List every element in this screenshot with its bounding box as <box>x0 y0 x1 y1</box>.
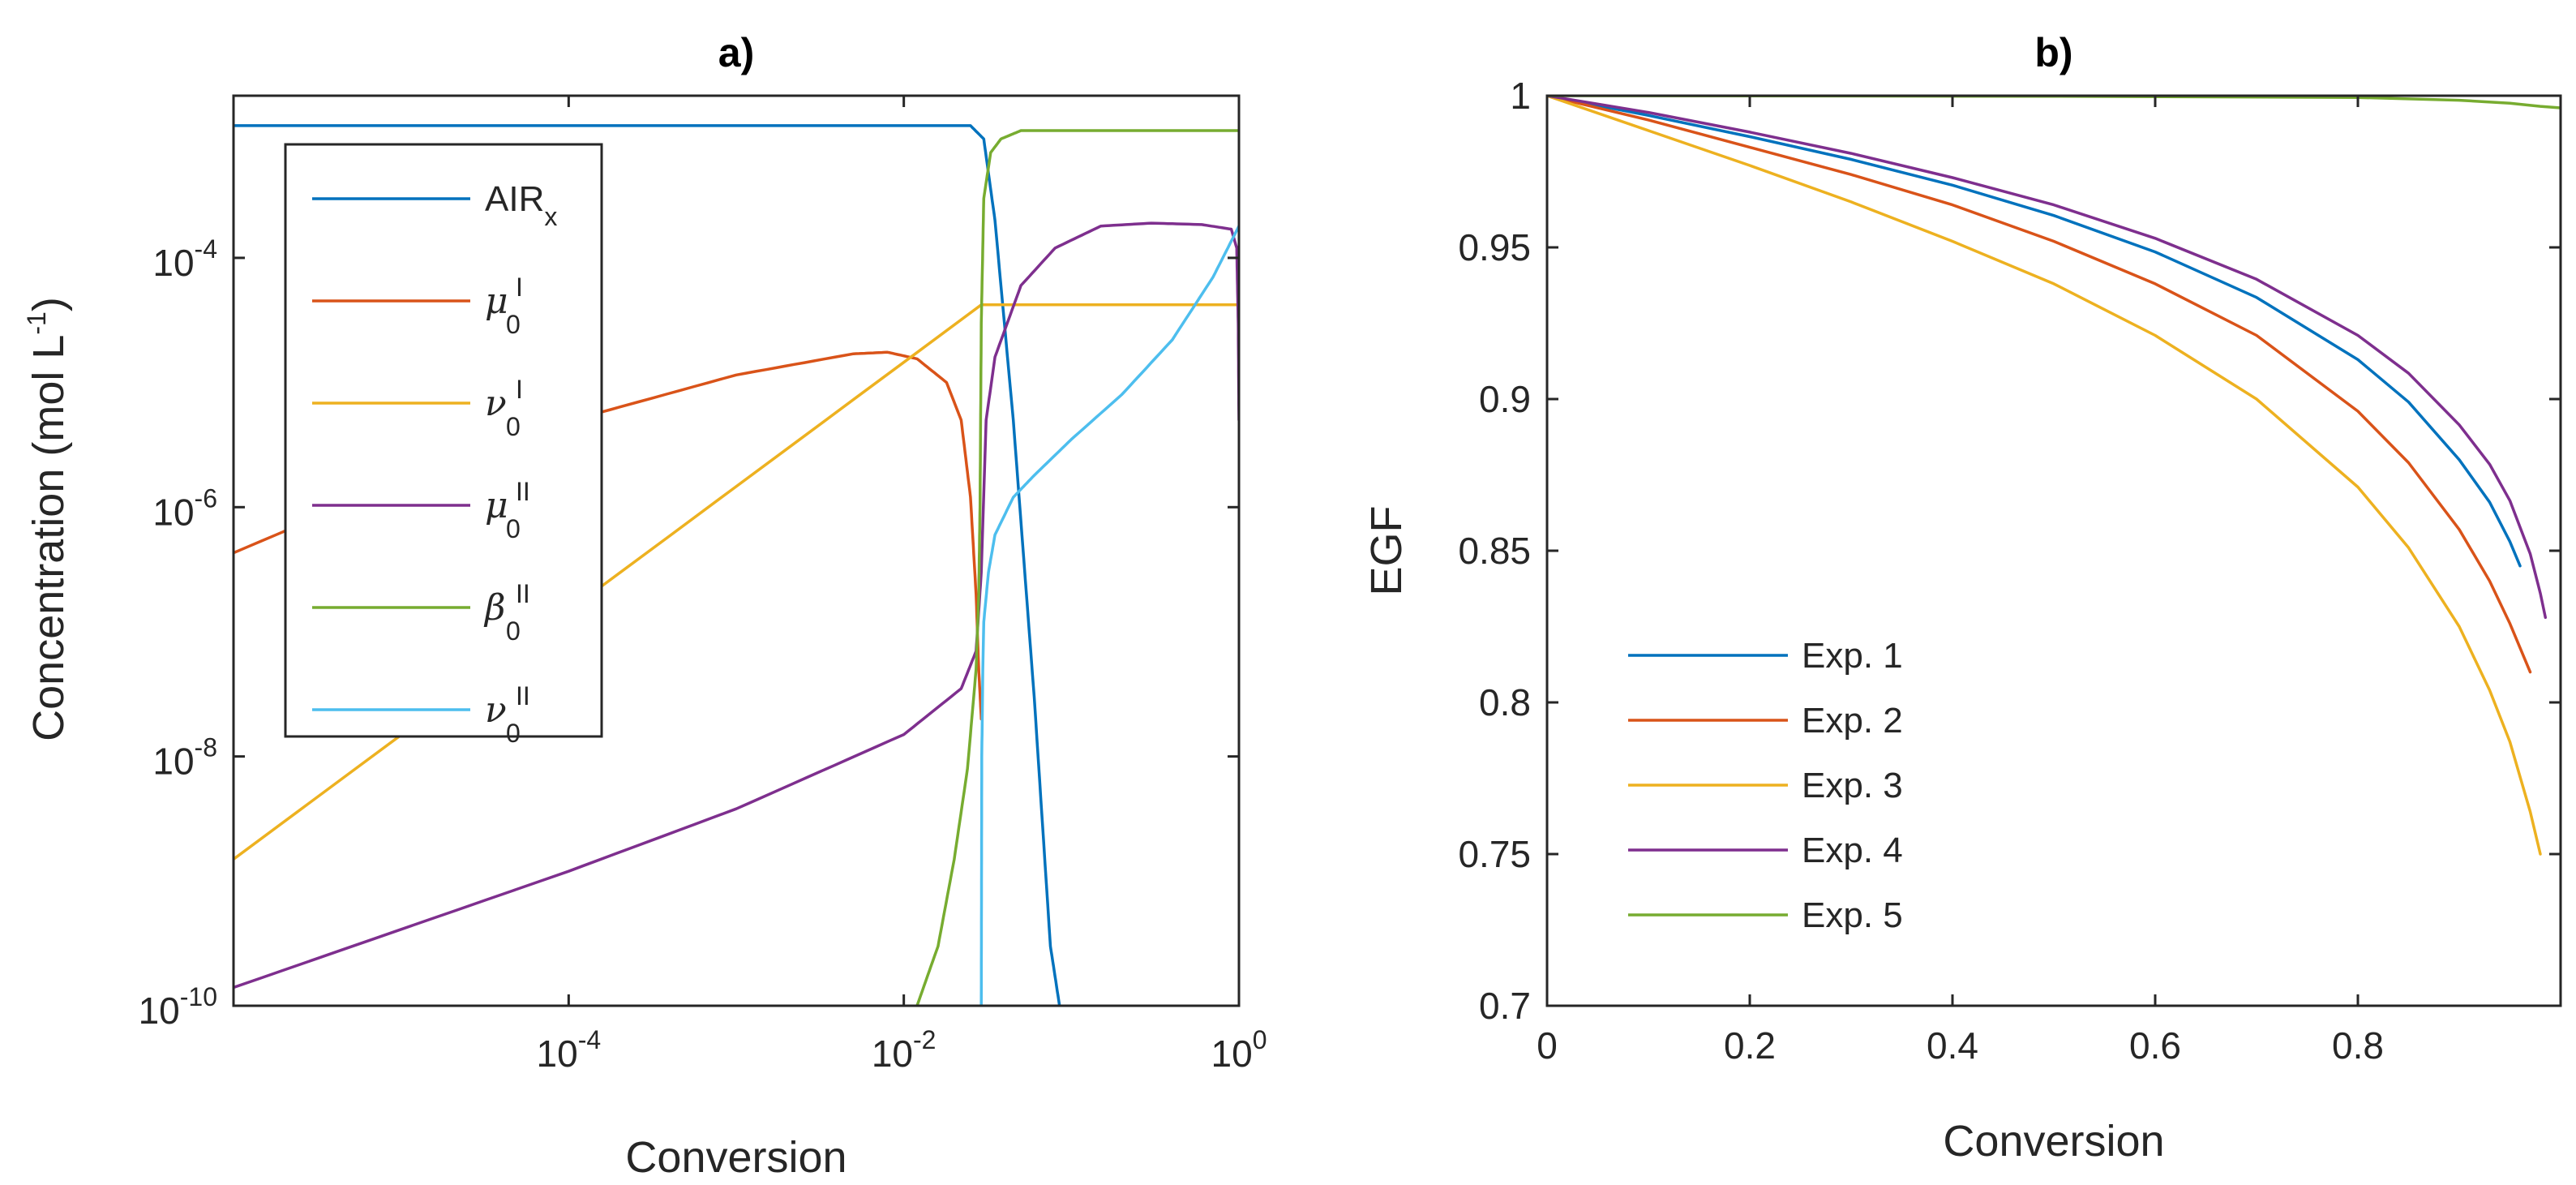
panel-a-y-tick-exponent: -10 <box>180 982 217 1011</box>
panel-a-x-tick-base: 10 <box>872 1033 913 1075</box>
panel-b-x-tick-label: 0.2 <box>1724 1024 1776 1067</box>
panel-a-x-tick-exponent: -2 <box>913 1025 936 1054</box>
panel-a-legend-label-sup: II <box>516 681 530 711</box>
panel-a-x-tick-label: 100 <box>1211 1025 1267 1075</box>
panel-b-legend-label-3: Exp. 3 <box>1802 766 1903 805</box>
panel-a-y-tick-label: 10-6 <box>152 483 217 533</box>
panel-a-legend-label-sub: 0 <box>506 412 521 441</box>
panel-b-legend-label-5: Exp. 5 <box>1802 895 1903 935</box>
panel-a-x-axis-title: Conversion <box>625 1133 847 1182</box>
panel-a-legend-label-name: μ <box>485 485 508 526</box>
panel-a-legend-label-6: ν II 0 <box>485 681 530 748</box>
panel-b-legend-label-1: Exp. 1 <box>1802 636 1903 676</box>
panel-a-legend-label-5: β II 0 <box>483 579 530 646</box>
panel-a-legend-label-sup: I <box>516 273 523 302</box>
panel-a-series-line-1 <box>234 124 1061 1006</box>
panel-a-x-tick-exponent: -4 <box>578 1025 601 1054</box>
panel-a-legend-label-sup: II <box>516 477 530 506</box>
panel-a-y-tick-base: 10 <box>152 491 194 533</box>
panel-a-legend-label-name: AIR <box>485 179 544 219</box>
panel-b-y-tick-label: 0.9 <box>1479 378 1531 420</box>
panel-a-y-tick-exponent: -4 <box>195 234 217 264</box>
panel-b-y-tick-label: 0.95 <box>1458 226 1531 268</box>
panel-a-x-tick-exponent: 0 <box>1253 1025 1267 1054</box>
panel-a-series-line-5 <box>915 129 1239 1006</box>
panel-b-title: b) <box>2034 30 2072 75</box>
panel-a-legend-label-sup: I <box>516 375 523 404</box>
panel-a-title: a) <box>718 30 754 75</box>
panel-b-egf-chart: b) 0 0.2 0.4 0.6 0.8 0.7 0.75 0.8 0.85 0.9 0.95 1 E… <box>1362 30 2562 1166</box>
panel-a-legend-label-name: ν <box>485 689 507 731</box>
panel-a-legend-label-sub: 0 <box>506 616 521 646</box>
panel-a-legend-label-name: ν <box>485 383 507 424</box>
panel-b-series-line-1 <box>1547 96 2522 568</box>
panel-a-legend-label-name: β <box>483 587 505 629</box>
panel-a-y-tick-base: 10 <box>152 242 194 284</box>
panel-a-y-axis-title-main: Concentration (mol L <box>24 335 73 741</box>
panel-b-y-axis-title: EGF <box>1362 505 1411 595</box>
panel-b-x-tick-label: 0 <box>1537 1024 1558 1067</box>
panel-a-legend-label-name: μ <box>485 281 508 322</box>
panel-b-y-tick-label: 0.8 <box>1479 681 1531 723</box>
panel-b-legend-label-2: Exp. 2 <box>1802 701 1903 741</box>
panel-a-legend-label-sub: 0 <box>506 719 521 748</box>
panel-a-legend-box <box>284 143 603 738</box>
panel-a-x-tick-label: 10-4 <box>537 1025 602 1075</box>
panel-a-series-line-4 <box>234 221 1239 990</box>
panel-a-y-tick-label: 10-8 <box>152 733 217 783</box>
panel-b-series-line-3 <box>1547 96 2542 856</box>
panel-b-x-tick-label: 0.8 <box>2332 1024 2384 1067</box>
panel-a-y-tick-label: 10-10 <box>139 982 217 1032</box>
panel-a-y-axis-title: Concentration (mol L-1) <box>22 297 73 741</box>
panel-a-legend-label-4: μ II 0 <box>485 477 530 543</box>
panel-b-x-tick-label: 0.4 <box>1927 1024 1978 1067</box>
panel-b-x-axis-title: Conversion <box>1943 1117 2164 1166</box>
panel-a-y-tick-exponent: -6 <box>195 483 217 513</box>
panel-a-legend-label-sup: II <box>516 579 530 608</box>
panel-a-y-axis-title-exponent: -1 <box>22 311 51 334</box>
panel-b-legend-label-4: Exp. 4 <box>1802 831 1903 870</box>
panel-b-series-line-4 <box>1547 96 2548 620</box>
panel-b-x-tick-label: 0.6 <box>2129 1024 2181 1067</box>
panel-b-y-tick-label: 0.75 <box>1458 833 1531 875</box>
panel-a-legend-label-sub: 0 <box>506 310 521 339</box>
panel-a-axes-frame <box>232 94 1241 1007</box>
panel-b-legend: Exp. 1 Exp. 2 Exp. 3 Exp. 4 Exp. 5 <box>1628 636 1903 935</box>
panel-a-y-tick-base: 10 <box>152 741 194 783</box>
panel-a-y-tick-exponent: -8 <box>195 733 217 762</box>
panel-a-x-tick-base: 10 <box>1211 1033 1253 1075</box>
panel-b-y-tick-label: 0.7 <box>1479 985 1531 1027</box>
panel-b-y-tick-label: 0.85 <box>1458 530 1531 572</box>
panel-a-legend-label-sub: 0 <box>506 514 521 543</box>
panel-b-y-tick-label: 1 <box>1510 75 1531 117</box>
panel-a-x-tick-label: 10-2 <box>872 1025 937 1075</box>
panel-a-x-tick-base: 10 <box>537 1033 578 1075</box>
panel-a-y-tick-label: 10-4 <box>152 234 217 284</box>
panel-a-y-tick-base: 10 <box>139 990 180 1032</box>
panel-a-y-axis-title-close: ) <box>24 297 73 311</box>
panel-b-series-line-2 <box>1547 96 2532 674</box>
panel-a-series-line-6 <box>979 224 1239 1006</box>
panel-a-legend-label-sub: x <box>544 202 557 231</box>
panel-a-legend-label-1: AIRx <box>485 179 557 231</box>
